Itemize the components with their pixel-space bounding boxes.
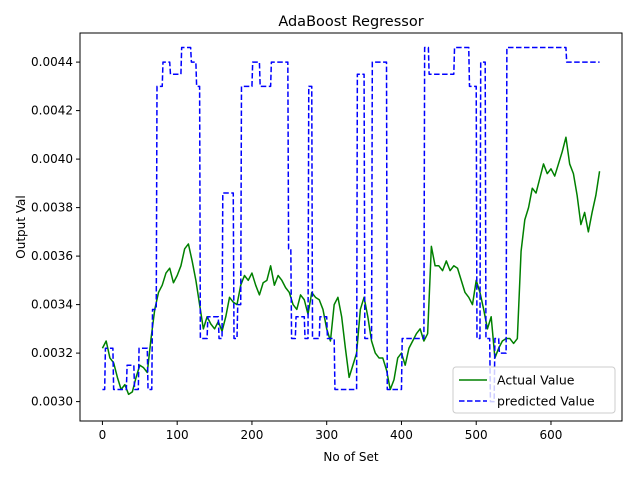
legend-label-actual: Actual Value	[497, 373, 575, 388]
x-axis-ticks: 0 100 200 300 400 500 600	[99, 421, 563, 442]
x-axis-label: No of Set	[323, 450, 379, 464]
x-tick-label: 400	[390, 428, 413, 442]
x-tick-label: 300	[315, 428, 338, 442]
x-tick-label: 500	[465, 428, 488, 442]
y-axis-label: Output Val	[14, 195, 28, 258]
y-tick-label: 0.0040	[31, 152, 73, 166]
y-tick-label: 0.0038	[31, 201, 73, 215]
y-tick-label: 0.0030	[31, 395, 73, 409]
y-tick-label: 0.0036	[31, 249, 73, 263]
legend-label-predicted: predicted Value	[497, 394, 595, 409]
x-tick-label: 100	[166, 428, 189, 442]
y-tick-label: 0.0044	[31, 55, 73, 69]
x-tick-label: 600	[540, 428, 563, 442]
legend-box	[452, 366, 616, 414]
series-line-0	[101, 136, 601, 396]
legend: Actual Value predicted Value	[452, 366, 616, 414]
x-tick-label: 200	[240, 428, 263, 442]
y-axis-ticks: 0.0030 0.0032 0.0034 0.0036 0.0038 0.0040 0.00…	[31, 55, 80, 409]
chart-title: AdaBoost Regressor	[278, 14, 423, 30]
series-line-1	[102, 46, 600, 403]
y-tick-label: 0.0034	[31, 298, 73, 312]
x-tick-label: 0	[99, 428, 107, 442]
y-tick-label: 0.0032	[31, 346, 73, 360]
y-tick-label: 0.0042	[31, 104, 73, 118]
plot-frame	[79, 32, 623, 422]
series-layer	[101, 46, 601, 403]
